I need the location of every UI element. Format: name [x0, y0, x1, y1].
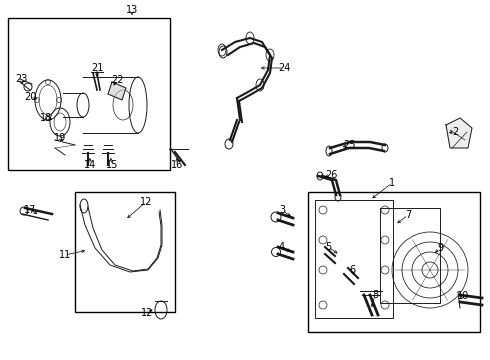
Text: 1: 1: [389, 178, 395, 188]
Text: 15: 15: [106, 160, 118, 170]
Text: 13: 13: [126, 5, 138, 15]
Text: 12: 12: [140, 197, 152, 207]
Text: 7: 7: [405, 210, 411, 220]
Polygon shape: [446, 118, 472, 148]
Text: 23: 23: [15, 74, 27, 84]
Text: 10: 10: [457, 291, 469, 301]
Text: 26: 26: [325, 170, 337, 180]
Bar: [308, 192, 480, 332]
Text: 25: 25: [343, 140, 355, 150]
Text: 16: 16: [171, 160, 183, 170]
Text: 21: 21: [91, 63, 103, 73]
Text: 18: 18: [40, 113, 52, 123]
Text: 20: 20: [24, 92, 36, 102]
Text: 11: 11: [59, 250, 71, 260]
Text: 3: 3: [279, 205, 285, 215]
Text: 5: 5: [325, 242, 331, 252]
Text: 2: 2: [452, 127, 458, 137]
Text: 12: 12: [141, 308, 153, 318]
Text: 19: 19: [54, 133, 66, 143]
Text: 8: 8: [372, 290, 378, 300]
Text: 6: 6: [349, 265, 355, 275]
Text: 22: 22: [111, 75, 123, 85]
Polygon shape: [108, 82, 126, 100]
Text: 17: 17: [24, 205, 36, 215]
Bar: [380, 208, 440, 303]
Text: 9: 9: [437, 243, 443, 253]
Text: 4: 4: [279, 242, 285, 252]
Bar: [8, 18, 170, 170]
Bar: [315, 200, 393, 318]
Text: 14: 14: [84, 160, 96, 170]
Text: 24: 24: [278, 63, 290, 73]
Bar: [75, 192, 175, 312]
